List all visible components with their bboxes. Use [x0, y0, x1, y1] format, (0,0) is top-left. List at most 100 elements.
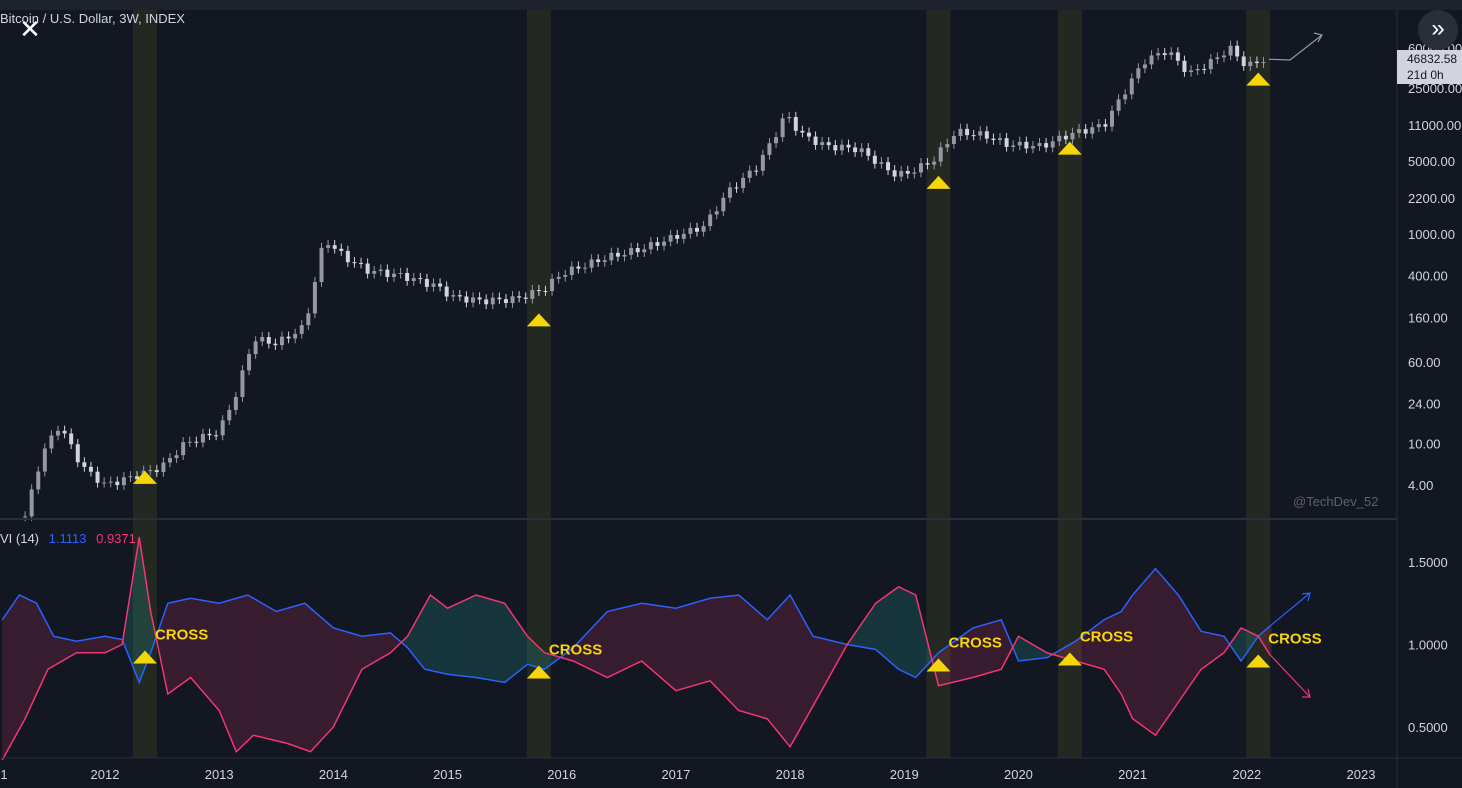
vi-fill-segment: [721, 596, 724, 696]
vi-fill-segment: [438, 601, 441, 673]
time-tick-label: 2012: [91, 767, 120, 782]
vi-fill-segment: [879, 599, 882, 655]
vi-fill-segment: [867, 611, 871, 649]
vi-fill-segment: [856, 628, 859, 647]
vi-fill-segment: [319, 616, 322, 742]
vi-fill-segment: [6, 609, 10, 752]
vi-fill-segment: [817, 637, 820, 698]
vi-fill-segment: [979, 625, 982, 676]
vi-fill-segment: [235, 597, 238, 751]
candle-body: [596, 259, 601, 263]
vi-fill-segment: [1171, 587, 1174, 713]
vi-fill-segment: [1112, 614, 1115, 685]
price-cross-marker: [132, 470, 157, 484]
candle-body: [484, 299, 489, 305]
vi-fill-segment: [963, 632, 966, 680]
candle-body: [42, 448, 47, 472]
vi-fill-segment: [1114, 613, 1117, 688]
candle-body: [622, 254, 627, 257]
vi-fill-segment: [278, 610, 281, 742]
vi-fill-segment: [11, 603, 14, 744]
candle-body: [75, 444, 80, 463]
vi-fill-segment: [1130, 595, 1133, 719]
vi-fill-segment: [986, 623, 989, 674]
vi-fill-segment: [232, 598, 236, 749]
vi-fill-segment: [917, 604, 921, 676]
chevron-double-right-icon[interactable]: »: [1418, 10, 1458, 50]
vi-fill-segment: [575, 642, 578, 664]
vi-fill-segment: [369, 635, 373, 665]
candle-body: [279, 336, 284, 346]
candle-body: [398, 272, 403, 274]
vi-fill-segment: [381, 633, 384, 659]
vi-fill-segment: [881, 597, 884, 657]
vi-fill-segment: [390, 632, 393, 653]
candle-body: [418, 278, 423, 280]
vi-fill-segment: [1000, 620, 1003, 670]
vi-fill-segment: [671, 607, 674, 689]
vi-fill-segment: [1210, 633, 1213, 663]
vi-fill-segment: [755, 609, 759, 717]
vi-fill-segment: [1139, 584, 1142, 726]
vi-fill-segment: [812, 636, 816, 707]
vi-fill-segment: [748, 603, 752, 715]
vi-fill-segment: [264, 604, 268, 739]
vi-fill-segment: [637, 603, 640, 664]
vi-fill-segment: [251, 596, 254, 738]
candle-body: [543, 290, 548, 292]
vi-fill-segment: [38, 607, 42, 690]
vi-fill-segment: [91, 638, 94, 653]
candle-body: [688, 227, 693, 234]
vi-fill-segment: [833, 641, 836, 670]
vi-fill-segment: [1002, 622, 1005, 668]
last-price: 46832.58: [1407, 52, 1458, 66]
candle-body: [306, 313, 311, 326]
close-icon[interactable]: ✕: [19, 14, 41, 44]
vi-fill-segment: [1212, 633, 1215, 661]
candle-body: [800, 130, 805, 133]
vi-fill-segment: [29, 599, 32, 709]
vi-fill-segment: [184, 599, 188, 682]
vi-fill-segment: [465, 598, 469, 677]
vi-fill-segment: [1061, 647, 1065, 658]
vi-fill-segment: [114, 638, 117, 649]
vi-fill-segment: [1201, 631, 1204, 670]
candle-body: [1070, 132, 1075, 140]
vi-fill-segment: [865, 614, 868, 649]
vi-fill-segment: [1267, 626, 1270, 655]
candle-body: [181, 442, 186, 456]
candle-body: [200, 433, 205, 443]
vi-fill-segment: [237, 597, 240, 751]
candle-body: [767, 143, 772, 155]
vi-fill-segment: [296, 604, 300, 748]
vi-fill-segment: [426, 597, 430, 671]
vi-fill-segment: [481, 596, 485, 679]
vi-fill-segment: [886, 594, 889, 661]
vi-fill-segment: [719, 596, 722, 693]
vi-fill-segment: [162, 613, 165, 678]
candle-body: [1189, 70, 1194, 72]
vi-fill-segment: [1041, 649, 1044, 659]
candle-body: [806, 132, 811, 137]
vi-fill-segment: [1196, 624, 1199, 676]
vi-fill-segment: [1160, 573, 1163, 729]
vi-fill-segment: [1203, 631, 1206, 668]
vi-fill-segment: [102, 636, 105, 653]
vi-fill-segment: [1007, 633, 1010, 659]
vi-fill-segment: [141, 552, 144, 677]
vi-plus-line: [1, 567, 1271, 685]
candle-body: [899, 171, 904, 177]
vi-fill-segment: [598, 618, 601, 675]
vi-fill-segment: [783, 599, 786, 742]
vi-fill-segment: [230, 599, 233, 744]
vi-fill-segment: [591, 626, 594, 671]
candle-body: [998, 138, 1003, 141]
candle-body: [293, 333, 298, 339]
highlight-band: [1057, 10, 1082, 758]
vi-fill-segment: [730, 595, 733, 705]
vi-fill-segment: [1262, 630, 1266, 648]
vi-fill-segment: [1123, 604, 1126, 704]
vi-fill-segment: [45, 620, 48, 675]
candle-body: [576, 266, 581, 269]
candle-body: [760, 154, 765, 171]
